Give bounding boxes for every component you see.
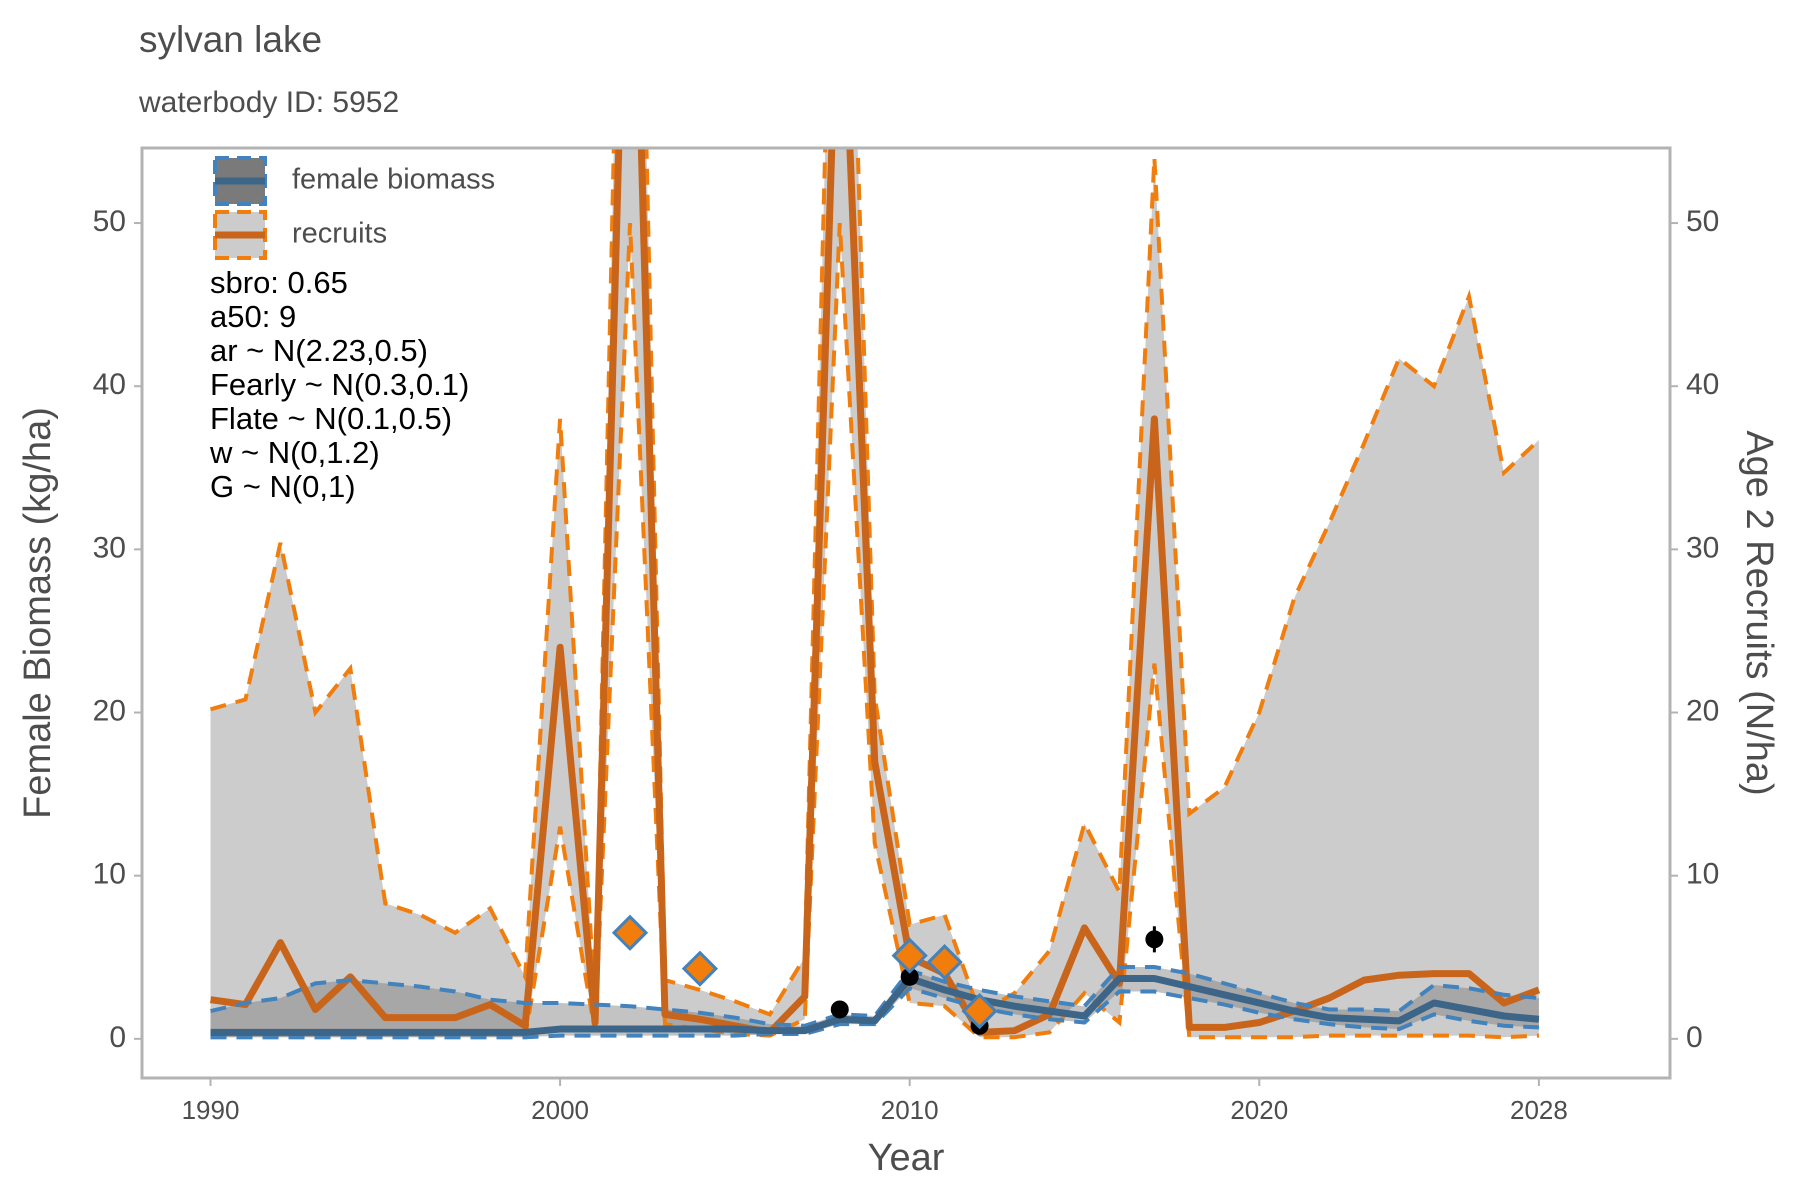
plot-border xyxy=(140,146,1672,1080)
annotation: Fearly ~ N(0.3,0.1) xyxy=(210,367,469,402)
annotation: Flate ~ N(0.1,0.5) xyxy=(210,401,452,436)
legend: female biomass recruits xyxy=(213,156,495,260)
chart-subtitle: waterbody ID: 5952 xyxy=(138,86,399,119)
series-line xyxy=(210,148,1541,1036)
y2-tick-label: 40 xyxy=(1686,368,1719,401)
ci-band xyxy=(210,148,1539,1038)
biomass-observation xyxy=(900,967,919,986)
y-tick-label: 10 xyxy=(93,858,126,891)
y-tick-label: 30 xyxy=(93,531,126,564)
biomass-observation xyxy=(1145,930,1164,949)
recruit-observation xyxy=(961,992,998,1030)
annotation: w ~ N(0,1.2) xyxy=(209,435,380,470)
plot-area xyxy=(209,148,1541,1040)
x-tick-label: 2020 xyxy=(1230,1095,1288,1125)
y2-tick-label: 20 xyxy=(1686,694,1719,727)
recruit-observation xyxy=(891,937,928,974)
y2-tick-label: 50 xyxy=(1686,205,1719,238)
series-line xyxy=(210,974,1540,1036)
x-tick-label: 2000 xyxy=(531,1095,589,1125)
biomass-observation xyxy=(830,1000,849,1019)
y-axis-label: Female Biomass (kg/ha) xyxy=(17,407,59,819)
x-axis-label: Year xyxy=(868,1137,945,1179)
annotation: sbro: 0.65 xyxy=(210,265,348,300)
y-tick-label: 20 xyxy=(93,694,126,727)
y-tick-label: 40 xyxy=(93,368,126,401)
recruit-observation xyxy=(926,944,963,981)
axes: 1990 2000 2010 2020 2028 0 10 20 30 40 50 0 10 20 30 40… xyxy=(93,205,1720,1125)
annotation: a50: 9 xyxy=(210,299,296,334)
recruit-observation xyxy=(681,950,719,987)
y2-tick-label: 10 xyxy=(1686,858,1719,891)
annotation: G ~ N(0,1) xyxy=(210,469,356,504)
x-tick-label: 1990 xyxy=(182,1095,240,1125)
legend-label: recruits xyxy=(292,218,387,250)
annotation: ar ~ N(2.23,0.5) xyxy=(210,333,428,368)
y-tick-label: 0 xyxy=(109,1021,126,1054)
y-tick-label: 50 xyxy=(93,205,126,238)
y2-axis-label: Age 2 Recruits (N/ha) xyxy=(1738,430,1780,795)
legend-label: female biomass xyxy=(292,164,495,196)
ci-band xyxy=(210,967,1539,1038)
ci-line xyxy=(209,148,1541,1017)
x-tick-label: 2010 xyxy=(881,1095,939,1125)
x-tick-label: 2028 xyxy=(1510,1095,1568,1125)
chart-title: sylvan lake xyxy=(139,19,322,60)
recruit-observation xyxy=(611,914,649,951)
y2-tick-label: 30 xyxy=(1686,531,1719,564)
y2-tick-label: 0 xyxy=(1686,1021,1703,1054)
